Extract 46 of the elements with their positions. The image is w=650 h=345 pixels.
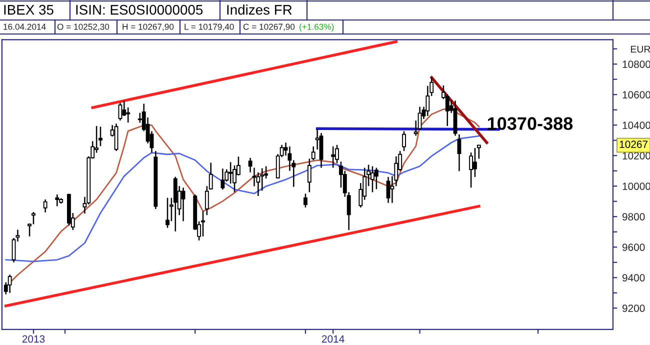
candlestick bbox=[220, 168, 225, 190]
candlestick bbox=[304, 193, 308, 208]
text: ISIN: ES0SI0000005 bbox=[76, 4, 203, 15]
chart-title: IBEX 35 bbox=[4, 4, 54, 15]
text: L = 10179,40 bbox=[184, 24, 234, 31]
candlestick bbox=[386, 176, 390, 204]
candlestick bbox=[173, 176, 178, 232]
candlestick bbox=[469, 152, 474, 188]
y-tick-label: 9600 bbox=[622, 244, 645, 251]
line-series bbox=[5, 135, 480, 262]
text: H = 10267,90 bbox=[122, 24, 174, 31]
candlestick bbox=[402, 130, 406, 152]
text: (+1.63%) bbox=[300, 23, 334, 32]
candlestick bbox=[55, 194, 60, 207]
text: O = 10252,30 bbox=[57, 24, 110, 31]
candlestick bbox=[473, 147, 477, 178]
candlestick bbox=[370, 166, 374, 193]
candlestick bbox=[118, 102, 122, 122]
candlestick bbox=[331, 146, 336, 168]
candlestick bbox=[248, 157, 252, 173]
y-tick-label: 9200 bbox=[622, 304, 645, 312]
text: C = 10267,90 bbox=[243, 24, 295, 31]
candlestick bbox=[181, 187, 186, 222]
candlestick bbox=[335, 144, 339, 164]
candlestick bbox=[43, 198, 48, 213]
candlestick bbox=[201, 210, 205, 238]
candlestick bbox=[476, 144, 481, 160]
y-tick-label: 9400 bbox=[622, 274, 645, 282]
x-tick-label: 2014 bbox=[322, 335, 344, 343]
candlestick bbox=[32, 211, 36, 225]
candlestick bbox=[374, 167, 378, 190]
candlestick bbox=[228, 162, 233, 184]
annotation: 10370-388 bbox=[488, 117, 573, 130]
candlestick bbox=[126, 106, 130, 124]
candlestick bbox=[114, 122, 118, 152]
candlestick bbox=[8, 274, 12, 294]
y-tick-label: 9800 bbox=[622, 213, 645, 220]
candlestick bbox=[166, 197, 170, 229]
y-axis-title: EUR bbox=[630, 46, 650, 53]
candlestick bbox=[457, 134, 462, 172]
x-tick-label: 2013 bbox=[22, 335, 45, 343]
text: 10267 bbox=[620, 140, 648, 148]
chart-subtitle: 16.04.2014 bbox=[4, 24, 46, 30]
text: Indizes FR bbox=[227, 4, 292, 15]
candlestick bbox=[319, 132, 324, 168]
candlestick bbox=[256, 172, 260, 197]
